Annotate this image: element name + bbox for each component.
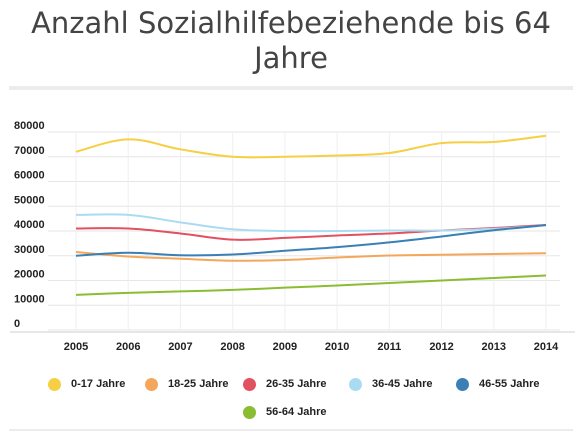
y-tick-label: 60000 (14, 170, 45, 182)
bottom-divider (9, 429, 573, 431)
y-tick-label: 80000 (14, 120, 45, 132)
legend-swatch (48, 377, 61, 391)
x-tick-label: 2005 (64, 341, 88, 353)
series-line (75, 251, 547, 262)
legend-label: 56-64 Jahre (266, 406, 327, 418)
legend-item[interactable]: 46-55 Jahre (456, 376, 540, 392)
legend-swatch (349, 377, 362, 391)
legend-label: 0-17 Jahre (71, 378, 126, 390)
legend-label: 18-25 Jahre (168, 378, 229, 390)
y-tick-label: 40000 (14, 219, 45, 231)
legend-label: 46-55 Jahre (479, 378, 540, 390)
legend-item[interactable]: 56-64 Jahre (243, 404, 327, 420)
x-tick-label: 2006 (116, 341, 140, 353)
legend-swatch (456, 377, 469, 391)
legend-item[interactable]: 18-25 Jahre (145, 376, 229, 392)
chart-title: Anzahl Sozialhilfebeziehende bis 64 Jahre (31, 6, 551, 75)
x-tick-label: 2013 (482, 341, 506, 353)
series-line (75, 274, 547, 296)
legend-label: 36-45 Jahre (372, 378, 433, 390)
legend-item[interactable]: 36-45 Jahre (349, 376, 433, 392)
legend-label: 26-35 Jahre (266, 378, 327, 390)
y-axis-ticks: 80000 70000 60000 50000 40000 30000 20000 10000… (14, 120, 45, 330)
x-tick-label: 2007 (168, 341, 192, 353)
y-tick-label: 10000 (14, 293, 45, 305)
y-tick-label: 20000 (14, 269, 45, 281)
legend-swatch (243, 405, 256, 419)
x-axis-ticks: 2005 2006 2007 2008 2009 2010 2011 2012 2013 2014 (64, 341, 559, 353)
x-tick-label: 2010 (325, 341, 349, 353)
title-divider (9, 86, 573, 90)
line-chart: 80000 70000 60000 50000 40000 30000 20000 10000… (10, 120, 575, 353)
series-line (75, 213, 547, 233)
series-line (75, 134, 547, 159)
y-tick-label: 70000 (14, 145, 45, 157)
legend-swatch (145, 377, 158, 391)
x-tick-label: 2009 (273, 341, 297, 353)
x-tick-label: 2008 (220, 341, 244, 353)
x-tick-label: 2011 (377, 341, 401, 353)
y-tick-label: 50000 (14, 194, 45, 206)
y-tick-label: 30000 (14, 244, 45, 256)
y-tick-label: 0 (14, 318, 20, 330)
legend-item[interactable]: 26-35 Jahre (243, 376, 327, 392)
legend-swatch (243, 377, 256, 391)
legend-item[interactable]: 0-17 Jahre (48, 376, 125, 392)
series-line (75, 224, 547, 257)
series-lines (75, 134, 547, 296)
x-tick-label: 2012 (429, 341, 453, 353)
x-tick-label: 2014 (534, 341, 559, 353)
